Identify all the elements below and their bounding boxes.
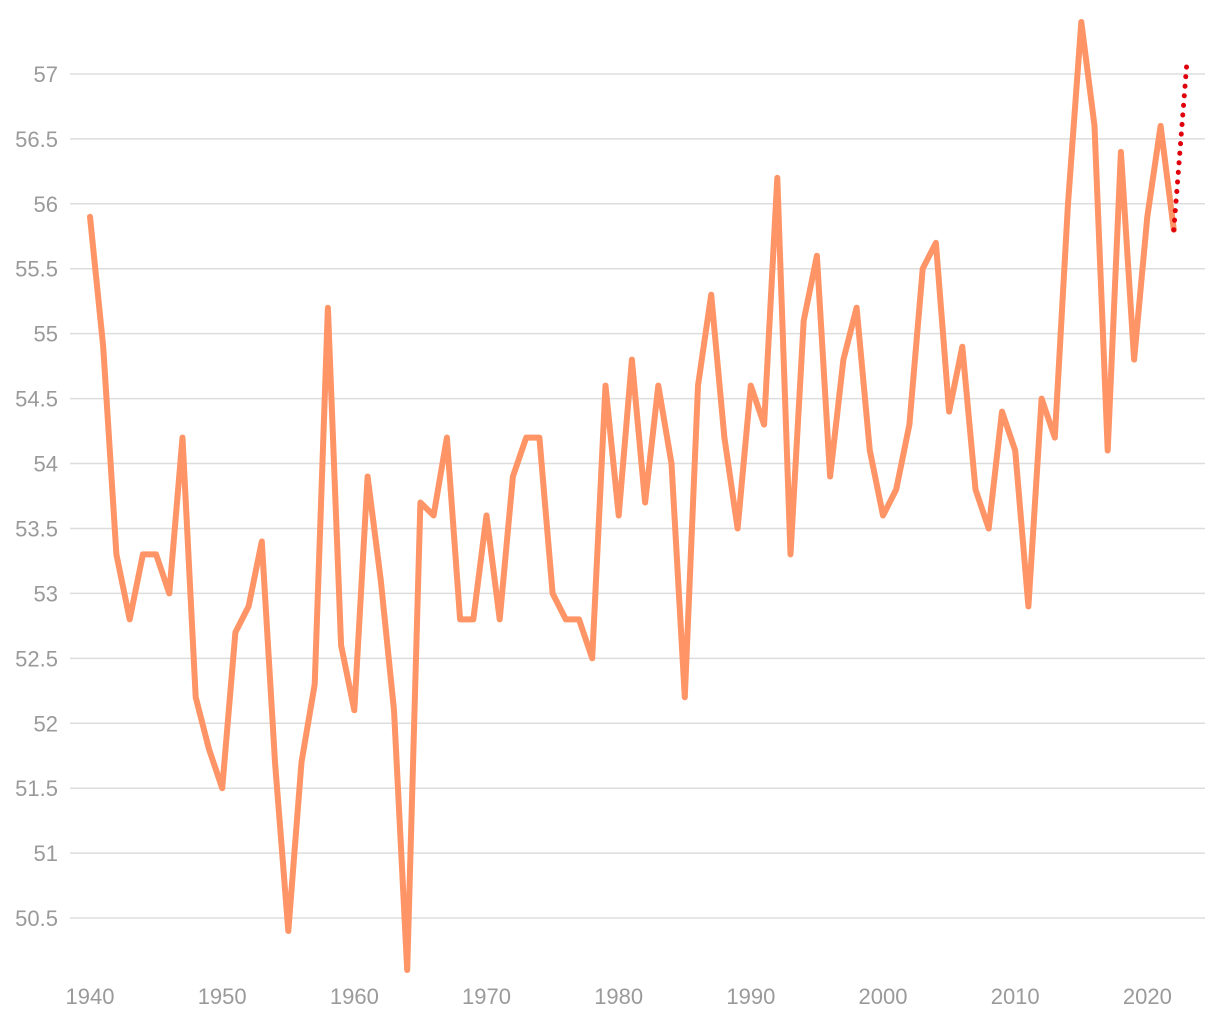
x-tick-label: 1980: [594, 984, 643, 1009]
y-tick-label: 53: [34, 581, 58, 606]
y-tick-label: 56.5: [15, 127, 58, 152]
y-tick-label: 54.5: [15, 387, 58, 412]
y-tick-label: 57: [34, 62, 58, 87]
y-axis: 50.5 51 51.5 52 52.5 53 53.5 54 54.5 55 55.5 56 56.5…: [15, 62, 58, 931]
series-layer: [87, 19, 1190, 973]
y-tick-label: 52: [34, 711, 58, 736]
y-tick-label: 52.5: [15, 646, 58, 671]
gridlines: [70, 73, 1205, 919]
projection-series-line: [1171, 58, 1190, 233]
y-tick-label: 54: [34, 452, 58, 477]
x-axis: 1940 1950 1960 1970 1980 1990 2000 2010 2020: [66, 984, 1172, 1009]
y-tick-label: 51: [34, 841, 58, 866]
x-tick-label: 2000: [859, 984, 908, 1009]
temperature-series-line: [87, 19, 1177, 973]
y-tick-label: 55.5: [15, 257, 58, 282]
x-tick-label: 2020: [1123, 984, 1172, 1009]
y-tick-label: 53.5: [15, 516, 58, 541]
x-tick-label: 1940: [66, 984, 115, 1009]
y-tick-label: 50.5: [15, 906, 58, 931]
x-tick-label: 1950: [198, 984, 247, 1009]
x-tick-label: 2010: [991, 984, 1040, 1009]
y-tick-label: 51.5: [15, 776, 58, 801]
x-tick-label: 1970: [462, 984, 511, 1009]
x-tick-label: 1960: [330, 984, 379, 1009]
x-tick-label: 1990: [726, 984, 775, 1009]
y-tick-label: 56: [34, 192, 58, 217]
y-tick-label: 55: [34, 322, 58, 347]
